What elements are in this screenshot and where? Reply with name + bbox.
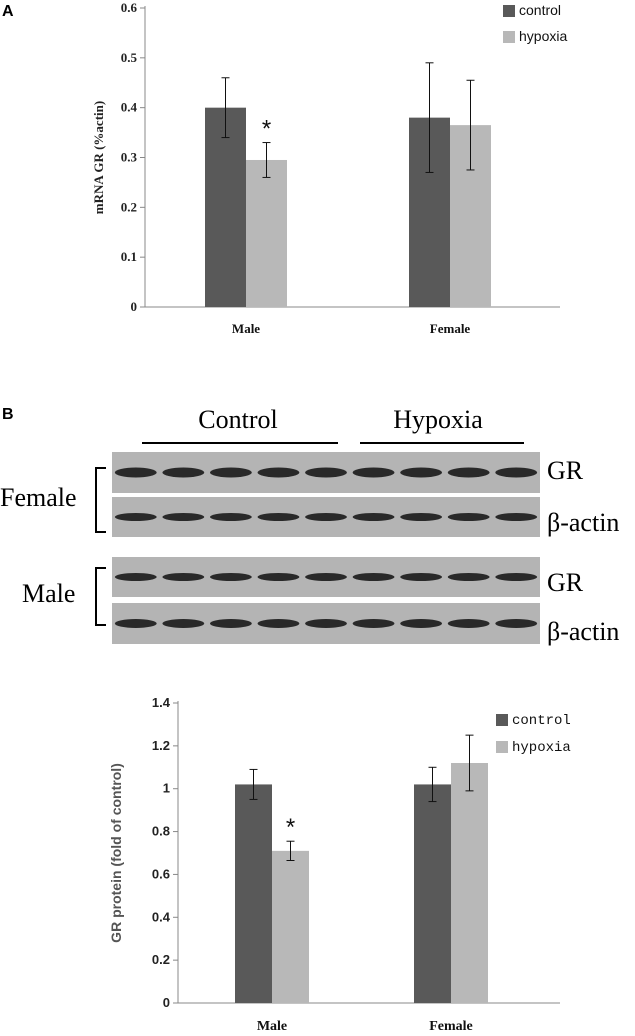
blot-label-female-actin: β-actin — [547, 508, 619, 537]
chart-a-bar-male-hypoxia — [246, 159, 287, 307]
chart-b-ytick-label: 1.4 — [152, 695, 171, 710]
blot-band — [162, 513, 205, 521]
blot-band — [447, 619, 490, 628]
chart-b-legend-label-control: control — [512, 713, 571, 729]
blot-band — [400, 513, 443, 521]
blot-band — [162, 573, 205, 581]
blot-label-male-gr: GR — [547, 568, 584, 597]
chart-a-ytick-label: 0.3 — [121, 150, 138, 165]
blot-band — [447, 573, 490, 581]
blot-band — [305, 513, 347, 521]
chart-b-category-label-female: Female — [429, 1019, 473, 1034]
chart-a-ytick-label: 0.5 — [121, 50, 138, 65]
blot-band — [209, 513, 252, 521]
blot-band — [209, 573, 252, 581]
chart-b-bar-female-control — [414, 784, 451, 1003]
blot-band — [114, 467, 157, 478]
blot-band — [447, 513, 490, 521]
blot-band — [495, 467, 538, 478]
chart-a: 0 0.1 0.2 0.3 0.4 0.5 0.6 mRNA GR (%actin) * Male… — [91, 0, 567, 336]
chart-b-category-label-male: Male — [257, 1019, 287, 1034]
chart-b-ytick-label: 0.8 — [152, 824, 170, 839]
chart-b-ytick-label: 1 — [163, 781, 170, 796]
blot-band — [257, 467, 300, 478]
blot-band — [400, 573, 443, 581]
blot-band — [209, 467, 252, 478]
chart-b-legend-swatch-hypoxia — [496, 741, 508, 753]
blot-band — [495, 619, 538, 628]
chart-b-significance-mark: * — [286, 814, 295, 841]
blot-band — [400, 619, 443, 628]
panel-a-label: A — [2, 3, 14, 20]
bracket-male — [95, 567, 106, 626]
chart-a-ylabel: mRNA GR (%actin) — [91, 101, 106, 214]
chart-b-legend-swatch-control — [496, 714, 508, 726]
chart-a-significance-mark: * — [262, 116, 271, 143]
blot-band — [495, 513, 538, 521]
chart-b-bar-female-hypoxia — [451, 763, 488, 1003]
western-blots — [112, 452, 540, 644]
blot-band — [352, 467, 395, 478]
chart-b-bar-male-control — [235, 784, 272, 1003]
blot-label-female-gr: GR — [547, 456, 584, 485]
chart-a-legend-label-hypoxia: hypoxia — [519, 28, 567, 44]
blot-label-male-actin: β-actin — [547, 617, 619, 646]
sex-label-female: Female — [0, 483, 77, 512]
blot-band — [257, 513, 300, 521]
blot-band — [209, 619, 252, 628]
chart-b-ytick-label: 0.2 — [152, 952, 170, 967]
chart-b-legend-label-hypoxia: hypoxia — [512, 740, 571, 756]
blot-band — [114, 573, 157, 581]
chart-a-ytick-label: 0.4 — [121, 100, 138, 115]
blot-band — [447, 467, 490, 478]
blot-band — [305, 619, 347, 628]
blot-band — [257, 619, 300, 628]
chart-a-legend-swatch-hypoxia — [503, 31, 515, 43]
blot-band — [495, 573, 538, 581]
sex-label-male: Male — [22, 579, 75, 608]
chart-a-bar-male-control — [205, 107, 246, 308]
chart-a-category-label-female: Female — [430, 321, 471, 336]
chart-a-legend-swatch-control — [503, 5, 515, 17]
blot-band — [162, 467, 205, 478]
chart-b-ylabel: GR protein (fold of control) — [108, 763, 124, 943]
chart-a-category-label-male: Male — [232, 321, 260, 336]
blot-band — [257, 573, 300, 581]
blot-band — [114, 619, 157, 628]
chart-a-ytick-label: 0.1 — [121, 249, 137, 264]
blot-band — [352, 513, 395, 521]
blot-band — [114, 513, 157, 521]
blot-band — [352, 573, 395, 581]
blot-band — [352, 619, 395, 628]
group-label-control: Control — [198, 405, 277, 434]
chart-a-ytick-label: 0.2 — [121, 199, 137, 214]
blot-band — [305, 467, 347, 478]
chart-a-ytick-label: 0.6 — [121, 0, 138, 15]
chart-b-ytick-label: 1.2 — [152, 738, 170, 753]
blot-band — [305, 573, 347, 581]
bracket-female — [95, 467, 106, 533]
chart-b-ytick-label: 0 — [163, 995, 170, 1010]
panel-b-label: B — [2, 406, 14, 423]
blot-band — [400, 467, 443, 478]
chart-b-ytick-label: 0.4 — [152, 909, 171, 924]
chart-a-legend-label-control: control — [519, 2, 561, 18]
chart-a-ytick-label: 0 — [131, 299, 138, 314]
blot-band — [162, 619, 205, 628]
group-label-hypoxia: Hypoxia — [393, 405, 483, 434]
chart-b: 0 0.2 0.4 0.6 0.8 1 1.2 1.4 GR protein (fold of … — [108, 695, 571, 1034]
chart-b-ytick-label: 0.6 — [152, 866, 170, 881]
chart-b-bar-male-hypoxia — [272, 850, 309, 1003]
